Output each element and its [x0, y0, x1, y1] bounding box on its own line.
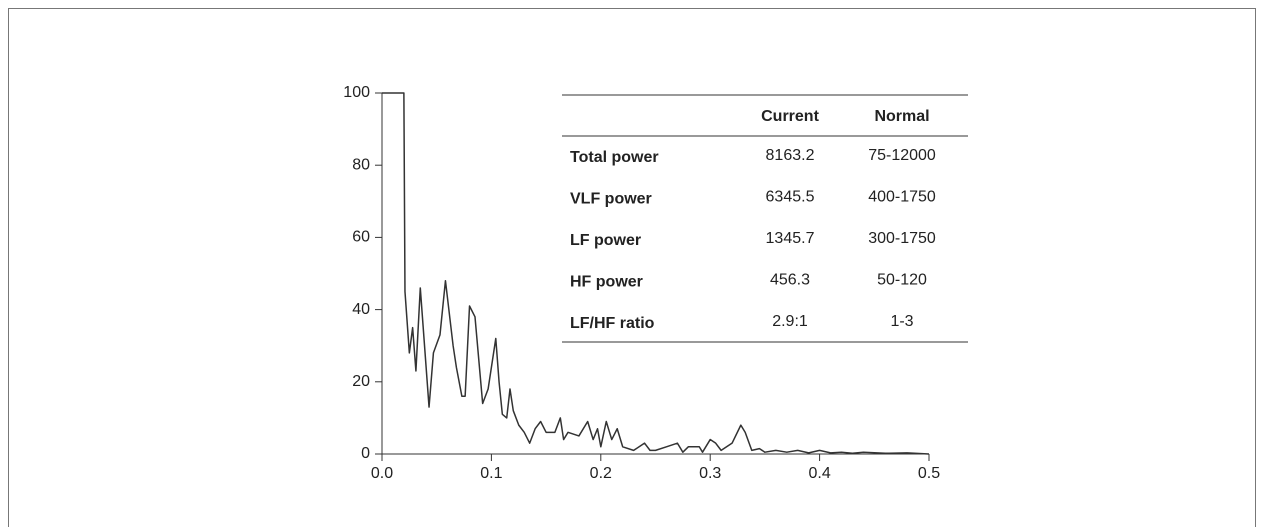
table-row-label: VLF power	[570, 191, 652, 208]
x-tick-label: 0.4	[808, 465, 830, 482]
data-line	[382, 92, 930, 455]
table-row-label: HF power	[570, 274, 643, 291]
table-cell: 8163.2	[766, 147, 815, 164]
x-tick-label: 0.1	[480, 465, 502, 482]
table-header: Current	[761, 108, 819, 125]
table-row-label: LF power	[570, 232, 641, 249]
y-tick-label: 0	[361, 445, 370, 462]
x-tick-label: 0.5	[918, 465, 940, 482]
table-cell: 400-1750	[868, 189, 936, 206]
x-tick-label: 0.2	[590, 465, 612, 482]
x-tick-label: 0.0	[371, 465, 393, 482]
table-cell: 2.9:1	[772, 313, 808, 330]
table-row-label: LF/HF ratio	[570, 315, 655, 332]
table-cell: 6345.5	[766, 189, 815, 206]
table-cell: 1-3	[890, 313, 913, 330]
y-tick-label: 60	[352, 229, 370, 246]
y-tick-label: 40	[352, 301, 370, 318]
x-tick-label: 0.3	[699, 465, 721, 482]
table-cell: 75-12000	[868, 147, 936, 164]
table-cell: 300-1750	[868, 230, 936, 247]
y-tick-label: 100	[343, 84, 370, 101]
table-row-label: Total power	[570, 149, 659, 166]
table-cell: 50-120	[877, 272, 927, 289]
table-cell: 1345.7	[766, 230, 815, 247]
table-header: Normal	[874, 108, 929, 125]
table-cell: 456.3	[770, 272, 810, 289]
y-tick-label: 20	[352, 373, 370, 390]
frame	[8, 8, 1256, 527]
y-tick-label: 80	[352, 156, 370, 173]
